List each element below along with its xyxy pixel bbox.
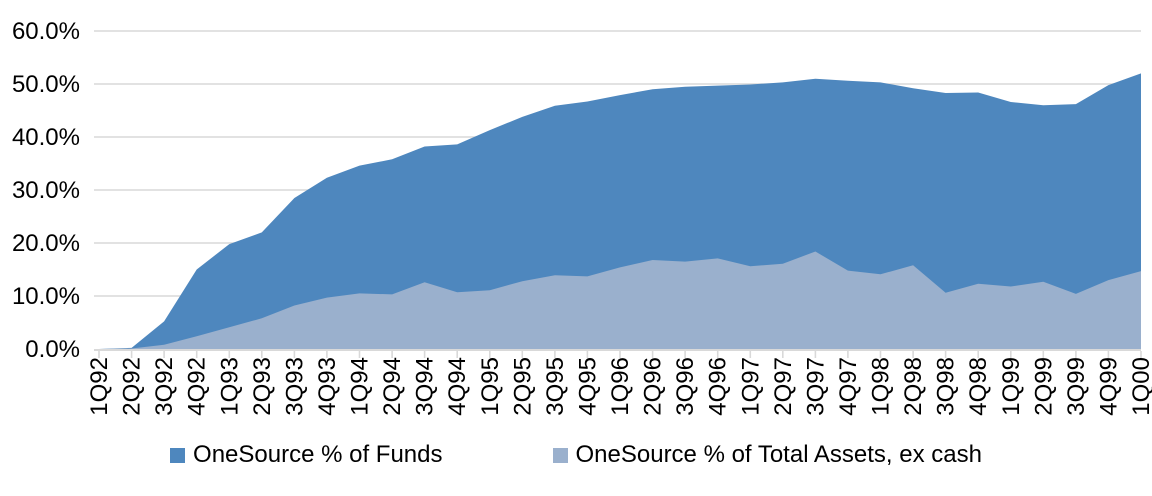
svg-text:2Q96: 2Q96 [640, 357, 667, 416]
legend-swatch-assets-icon [552, 447, 568, 463]
svg-text:3Q95: 3Q95 [542, 357, 569, 416]
chart-canvas: 0.0%10.0%20.0%30.0%40.0%50.0%60.0%1Q92 2Q… [12, 18, 1152, 416]
svg-text:1Q92: 1Q92 [86, 357, 113, 416]
svg-text:40.0%: 40.0% [12, 124, 80, 151]
svg-text:2Q97: 2Q97 [770, 357, 797, 416]
svg-text:50.0%: 50.0% [12, 71, 80, 98]
svg-text:1Q94: 1Q94 [347, 357, 374, 416]
svg-text:3Q92: 3Q92 [151, 357, 178, 416]
legend-label-funds: OneSource % of Funds [193, 441, 443, 468]
svg-text:30.0%: 30.0% [12, 177, 80, 204]
svg-text:4Q98: 4Q98 [965, 357, 992, 416]
svg-text:10.0%: 10.0% [12, 283, 80, 310]
svg-text:3Q99: 3Q99 [1063, 357, 1090, 416]
svg-text:2Q92: 2Q92 [119, 357, 146, 416]
svg-text:4Q93: 4Q93 [314, 357, 341, 416]
legend-item-funds: OneSource % of Funds [170, 441, 443, 469]
svg-text:2Q98: 2Q98 [900, 357, 927, 416]
svg-text:4Q95: 4Q95 [574, 357, 601, 416]
svg-text:2Q95: 2Q95 [509, 357, 536, 416]
svg-text:4Q97: 4Q97 [835, 357, 862, 416]
svg-text:1Q97: 1Q97 [737, 357, 764, 416]
svg-text:3Q96: 3Q96 [672, 357, 699, 416]
svg-text:1Q00: 1Q00 [1128, 357, 1152, 416]
legend: OneSource % of Funds OneSource % of Tota… [0, 441, 1152, 469]
svg-text:1Q98: 1Q98 [868, 357, 895, 416]
svg-text:2Q99: 2Q99 [1030, 357, 1057, 416]
legend-item-assets: OneSource % of Total Assets, ex cash [552, 441, 982, 469]
svg-text:3Q98: 3Q98 [933, 357, 960, 416]
svg-text:60.0%: 60.0% [12, 18, 80, 45]
svg-text:4Q99: 4Q99 [1095, 357, 1122, 416]
svg-text:1Q99: 1Q99 [998, 357, 1025, 416]
legend-label-assets: OneSource % of Total Assets, ex cash [575, 441, 982, 468]
svg-text:1Q96: 1Q96 [607, 357, 634, 416]
svg-text:3Q93: 3Q93 [281, 357, 308, 416]
svg-text:0.0%: 0.0% [25, 336, 80, 363]
svg-text:4Q92: 4Q92 [184, 357, 211, 416]
legend-swatch-funds-icon [170, 447, 186, 463]
svg-text:3Q97: 3Q97 [802, 357, 829, 416]
svg-text:2Q93: 2Q93 [249, 357, 276, 416]
svg-text:3Q94: 3Q94 [412, 357, 439, 416]
svg-text:4Q96: 4Q96 [705, 357, 732, 416]
svg-text:1Q95: 1Q95 [477, 357, 504, 416]
svg-text:20.0%: 20.0% [12, 230, 80, 257]
svg-text:1Q93: 1Q93 [216, 357, 243, 416]
svg-text:2Q94: 2Q94 [379, 357, 406, 416]
svg-text:4Q94: 4Q94 [444, 357, 471, 416]
